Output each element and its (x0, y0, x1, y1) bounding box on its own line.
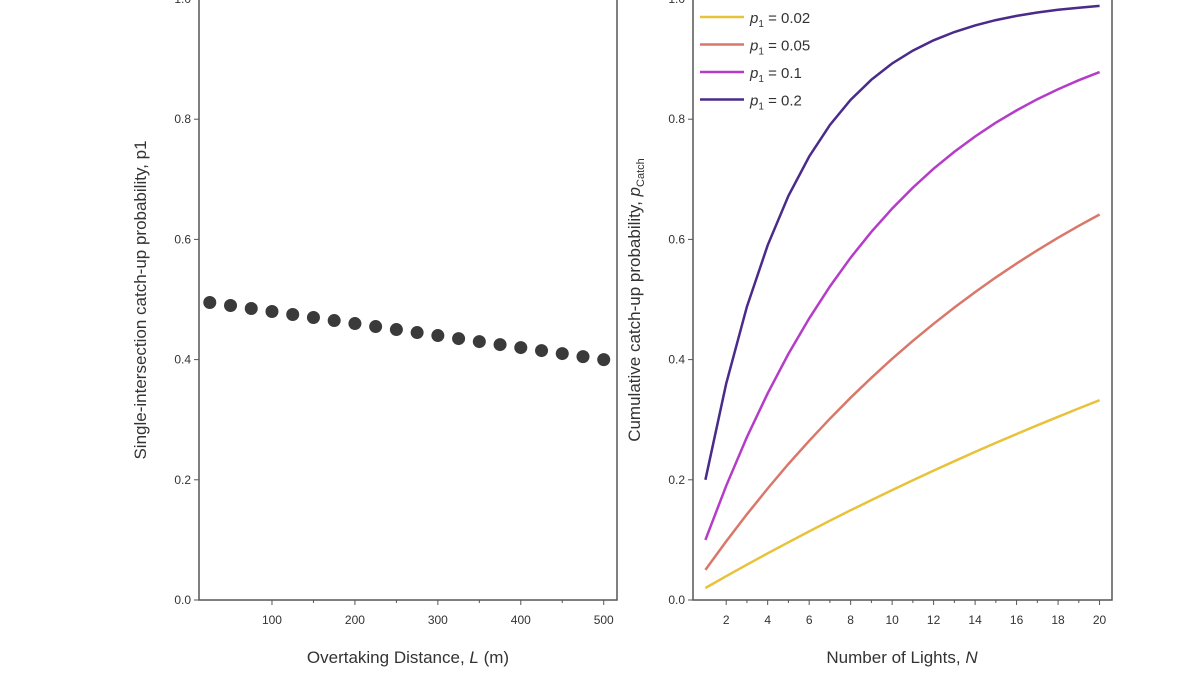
y-axis-label: Cumulative catch-up probability, pCatch (625, 158, 647, 442)
x-tick-label: 6 (806, 613, 813, 627)
plot-frame (198, 0, 618, 601)
data-point (535, 344, 549, 358)
data-point (265, 305, 279, 319)
y-tick-label: 0.8 (668, 112, 685, 126)
chart-panel-0: 0.0 0.2 0.4 0.6 0.8 1.0 100 200 300 400 500 Overtak… (174, 0, 618, 667)
data-point (410, 326, 424, 340)
y-tick-label: 0.6 (174, 232, 191, 246)
y-tick-label: 0.8 (174, 112, 191, 126)
x-tick-label: 2 (723, 613, 730, 627)
series-line (704, 4, 1100, 481)
x-tick-label: 100 (262, 613, 282, 627)
y-tick-label: 0.6 (668, 232, 685, 246)
data-point (514, 341, 528, 355)
legend-entry: p1 = 0.1 (749, 65, 802, 85)
data-point (389, 323, 403, 337)
x-tick-label: 400 (511, 613, 531, 627)
y-tick-label: 1.0 (174, 0, 191, 6)
data-point (203, 296, 217, 310)
x-tick-label: 4 (764, 613, 771, 627)
x-axis-label: Number of Lights, N (826, 648, 978, 667)
data-point (472, 335, 486, 349)
x-axis-label: Overtaking Distance, L (m) (307, 648, 509, 667)
x-tick-label: 500 (594, 613, 614, 627)
data-point (224, 299, 238, 313)
series-line (704, 213, 1101, 571)
data-point (306, 311, 320, 325)
data-point (286, 308, 300, 322)
x-tick-label: 12 (927, 613, 941, 627)
data-point (597, 353, 611, 367)
data-point (431, 329, 445, 343)
data-point (369, 320, 383, 334)
x-tick-label: 300 (428, 613, 448, 627)
data-point (244, 302, 258, 316)
y-tick-label: 0.4 (174, 353, 191, 367)
left-y-axis-label: Single-intersection catch-up probability… (131, 140, 150, 459)
x-tick-label: 10 (885, 613, 899, 627)
data-point (348, 317, 362, 331)
legend-entry: p1 = 0.2 (749, 93, 802, 113)
plot-frame (692, 0, 1113, 601)
series-line (704, 399, 1101, 590)
data-point (493, 338, 507, 352)
y-tick-label: 1.0 (668, 0, 685, 6)
legend-entry: p1 = 0.05 (749, 38, 810, 58)
x-tick-label: 18 (1051, 613, 1065, 627)
legend-entry: p1 = 0.02 (749, 10, 810, 30)
x-tick-label: 20 (1093, 613, 1107, 627)
x-tick-label: 14 (968, 613, 982, 627)
chart-panel-1: 0.0 0.2 0.4 0.6 0.8 1.0 2 4 6 8 10 12 14 16 18 20 Number… (625, 0, 1113, 667)
data-point (576, 350, 590, 364)
y-tick-label: 0.2 (668, 473, 685, 487)
series-line (704, 70, 1101, 541)
data-point (555, 347, 569, 361)
legend: p1 = 0.02 p1 = 0.05 p1 = 0.1 p1 = 0.2 (700, 10, 810, 113)
y-tick-label: 0.4 (668, 353, 685, 367)
data-point (452, 332, 466, 346)
x-tick-label: 200 (345, 613, 365, 627)
x-tick-label: 16 (1010, 613, 1024, 627)
y-tick-label: 0.0 (174, 593, 191, 607)
x-tick-label: 8 (847, 613, 854, 627)
data-point (327, 314, 341, 328)
y-tick-label: 0.2 (174, 473, 191, 487)
y-tick-label: 0.0 (668, 593, 685, 607)
